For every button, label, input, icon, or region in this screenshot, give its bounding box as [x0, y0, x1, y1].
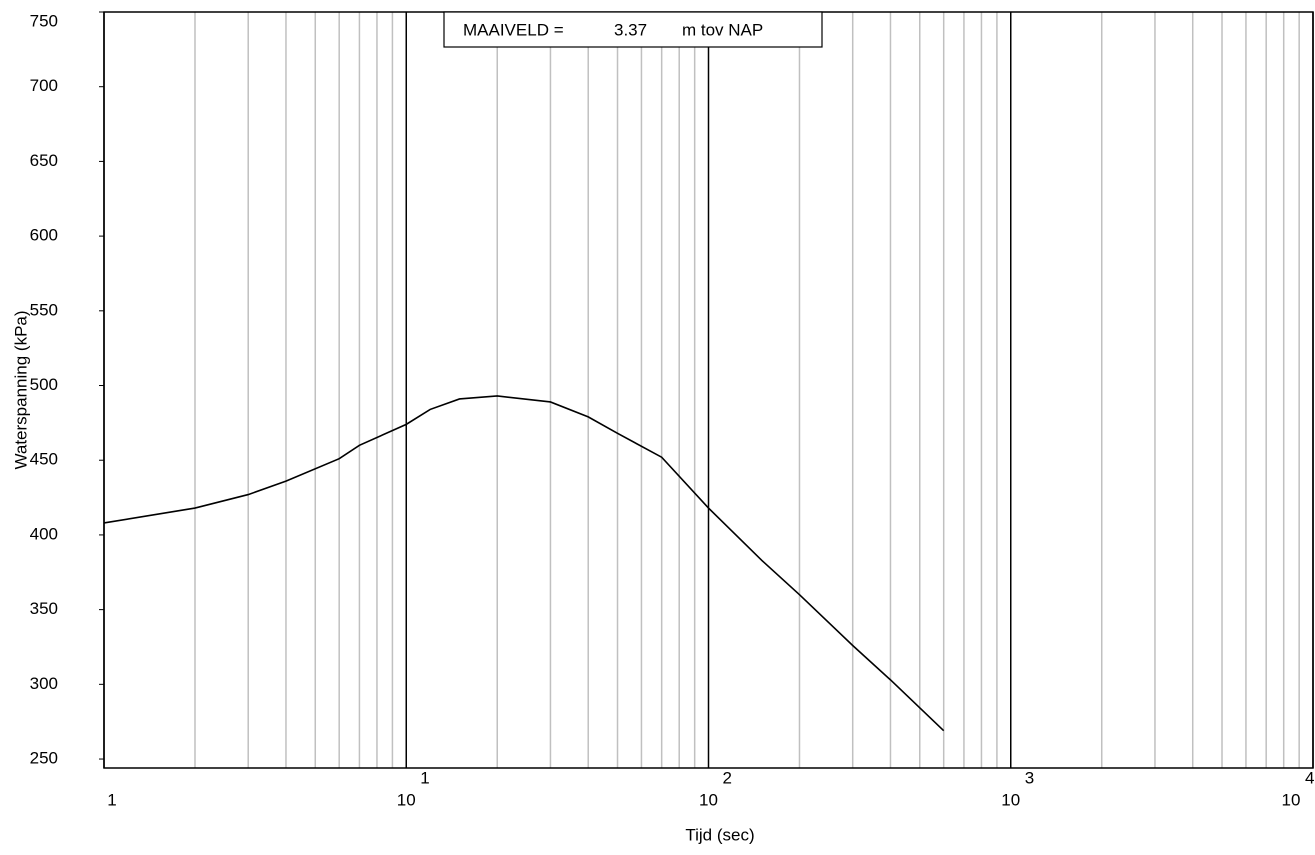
- data-line: [103, 395, 945, 732]
- y-tick-label: 400: [30, 524, 58, 543]
- y-tick-label: 600: [30, 226, 58, 245]
- x-tick-label: 10: [699, 790, 718, 809]
- x-tick-exponent: 3: [1025, 768, 1034, 787]
- y-tick-label: 700: [30, 76, 58, 95]
- x-tick-label: 10: [1282, 790, 1301, 809]
- x-tick-label: 10: [397, 790, 416, 809]
- x-axis-label: Tijd (sec): [685, 825, 754, 844]
- y-tick-label: 300: [30, 674, 58, 693]
- annotation-box: [443, 11, 823, 48]
- y-tick-label: 500: [30, 375, 58, 394]
- y-axis-label: Waterspanning (kPa): [11, 310, 30, 469]
- annotation-label: MAAIVELD =: [463, 20, 564, 39]
- x-tick-exponent: 1: [420, 768, 429, 787]
- x-tick-label: 10: [1001, 790, 1020, 809]
- y-tick-label: 450: [30, 450, 58, 469]
- annotation-unit: m tov NAP: [682, 20, 763, 39]
- x-tick-exponent: 4: [1305, 768, 1314, 787]
- y-tick-label: 750: [30, 11, 58, 30]
- x-tick-label: 1: [107, 790, 116, 809]
- y-tick-label: 250: [30, 749, 58, 768]
- x-tick-exponent: 2: [723, 768, 732, 787]
- y-tick-label: 350: [30, 599, 58, 618]
- y-tick-label: 650: [30, 151, 58, 170]
- y-tick-label: 550: [30, 300, 58, 319]
- annotation-value: 3.37: [614, 20, 647, 39]
